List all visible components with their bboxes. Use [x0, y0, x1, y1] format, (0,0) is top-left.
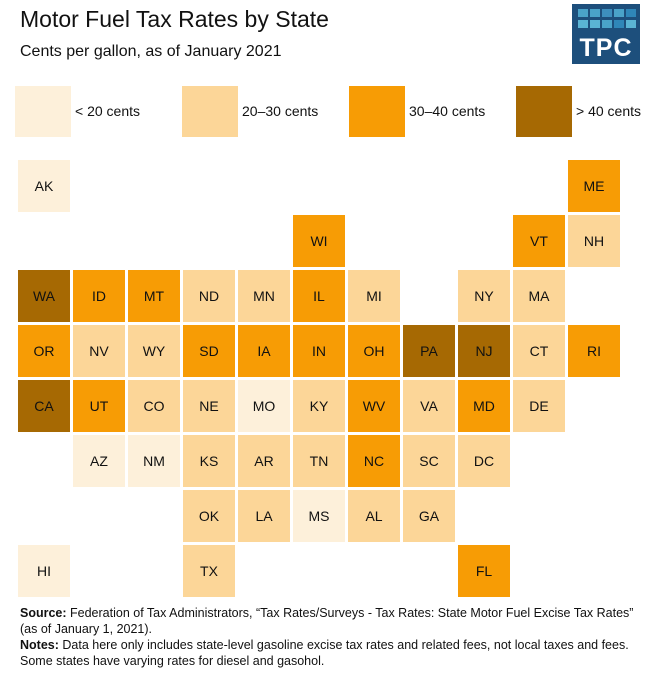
state-tile-de: DE [513, 380, 565, 432]
state-tile-pa: PA [403, 325, 455, 377]
logo-text: TPC [579, 34, 633, 62]
logo-square [602, 20, 612, 28]
state-tile-ny: NY [458, 270, 510, 322]
notes: Notes: Data here only includes state-lev… [20, 637, 635, 669]
state-tile-hi: HI [18, 545, 70, 597]
state-tile-sc: SC [403, 435, 455, 487]
logo-square [614, 9, 624, 17]
legend-label: 20–30 cents [242, 103, 319, 119]
logo-square [590, 20, 600, 28]
state-tile-nm: NM [128, 435, 180, 487]
logo-square [602, 9, 612, 17]
logo-square [614, 20, 624, 28]
state-tile-va: VA [403, 380, 455, 432]
legend-swatch [516, 86, 572, 137]
state-tile-ms: MS [293, 490, 345, 542]
state-tile-ct: CT [513, 325, 565, 377]
state-tile-ut: UT [73, 380, 125, 432]
state-tile-ne: NE [183, 380, 235, 432]
source-label: Source: [20, 606, 67, 620]
state-tile-or: OR [18, 325, 70, 377]
state-tile-nj: NJ [458, 325, 510, 377]
legend-label: 30–40 cents [409, 103, 486, 119]
logo-square [578, 9, 588, 17]
state-tile-vt: VT [513, 215, 565, 267]
tpc-logo: TPC [572, 4, 640, 64]
logo-square [626, 9, 636, 17]
state-tile-tn: TN [293, 435, 345, 487]
state-tile-wa: WA [18, 270, 70, 322]
state-tile-fl: FL [458, 545, 510, 597]
legend-swatch [349, 86, 405, 137]
state-tile-dc: DC [458, 435, 510, 487]
logo-square [578, 20, 588, 28]
state-tile-wi: WI [293, 215, 345, 267]
source-note: Source: Federation of Tax Administrators… [20, 605, 635, 637]
state-tile-nd: ND [183, 270, 235, 322]
state-tile-wv: WV [348, 380, 400, 432]
state-tile-ok: OK [183, 490, 235, 542]
state-tile-md: MD [458, 380, 510, 432]
state-tile-ia: IA [238, 325, 290, 377]
state-tile-id: ID [73, 270, 125, 322]
legend-swatch [15, 86, 71, 137]
state-tile-wy: WY [128, 325, 180, 377]
state-tile-ca: CA [18, 380, 70, 432]
notes-label: Notes: [20, 638, 59, 652]
state-tile-mt: MT [128, 270, 180, 322]
state-tile-al: AL [348, 490, 400, 542]
state-tile-ri: RI [568, 325, 620, 377]
legend-label: < 20 cents [75, 103, 140, 119]
footer: Source: Federation of Tax Administrators… [20, 605, 635, 669]
state-tile-ar: AR [238, 435, 290, 487]
source-text: Federation of Tax Administrators, “Tax R… [20, 606, 634, 636]
state-tile-oh: OH [348, 325, 400, 377]
notes-text: Data here only includes state-level gaso… [20, 638, 629, 668]
state-tile-mn: MN [238, 270, 290, 322]
state-tile-mo: MO [238, 380, 290, 432]
state-tile-la: LA [238, 490, 290, 542]
state-tile-ks: KS [183, 435, 235, 487]
state-tile-ky: KY [293, 380, 345, 432]
state-tile-ga: GA [403, 490, 455, 542]
state-tile-nc: NC [348, 435, 400, 487]
state-tile-sd: SD [183, 325, 235, 377]
state-tile-nv: NV [73, 325, 125, 377]
state-tile-mi: MI [348, 270, 400, 322]
chart-subtitle: Cents per gallon, as of January 2021 [20, 43, 282, 60]
chart-title: Motor Fuel Tax Rates by State [20, 6, 329, 32]
state-tile-tx: TX [183, 545, 235, 597]
state-tile-me: ME [568, 160, 620, 212]
state-tile-nh: NH [568, 215, 620, 267]
state-tile-ak: AK [18, 160, 70, 212]
state-tile-az: AZ [73, 435, 125, 487]
logo-square [626, 20, 636, 28]
state-tile-in: IN [293, 325, 345, 377]
state-tile-co: CO [128, 380, 180, 432]
state-tile-ma: MA [513, 270, 565, 322]
legend-swatch [182, 86, 238, 137]
state-tile-il: IL [293, 270, 345, 322]
legend-label: > 40 cents [576, 103, 641, 119]
logo-square [590, 9, 600, 17]
